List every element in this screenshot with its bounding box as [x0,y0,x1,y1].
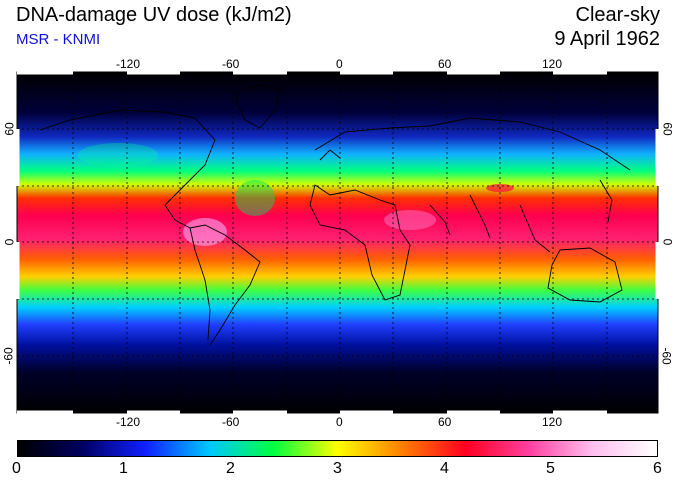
map-title: DNA-damage UV dose (kJ/m2) [16,4,292,26]
lon-tick-bottom-5: 120 [542,415,563,429]
colorbar-label-5: 5 [546,460,555,477]
colorbar-label-2: 2 [226,460,235,477]
colorbar-label-6: 6 [653,460,662,477]
map-frame [16,71,659,414]
lat-tick-left-2: 0 [2,238,17,246]
lat-tick-right-1: 60 [660,122,675,136]
lon-tick-bottom-1: -120 [116,415,141,429]
colorbar [17,440,658,457]
colorbar-label-1: 1 [119,460,128,477]
lon-tick-top-5: 120 [542,57,563,71]
colorbar-label-4: 4 [440,460,449,477]
lon-tick-top-3: 0 [336,57,343,71]
lon-tick-top-4: 60 [438,57,452,71]
frame-ticks [16,71,659,414]
lon-tick-bottom-3: 0 [336,415,343,429]
lat-tick-left-1: 60 [2,122,17,136]
lat-tick-right-3: -60 [659,347,674,365]
data-source: MSR - KNMI [16,31,101,48]
colorbar-label-0: 0 [12,460,21,477]
lon-tick-bottom-4: 60 [438,415,452,429]
map-date: 9 April 1962 [554,28,660,50]
lon-tick-top-1: -120 [116,57,141,71]
sky-condition: Clear-sky [575,4,660,26]
graticule [17,72,658,413]
lat-tick-left-3: -60 [1,347,16,365]
lon-tick-top-2: -60 [222,57,240,71]
lat-tick-right-2: 0 [660,238,675,246]
lon-tick-bottom-2: -60 [222,415,240,429]
dose-features [39,84,631,346]
colorbar-label-3: 3 [333,460,342,477]
